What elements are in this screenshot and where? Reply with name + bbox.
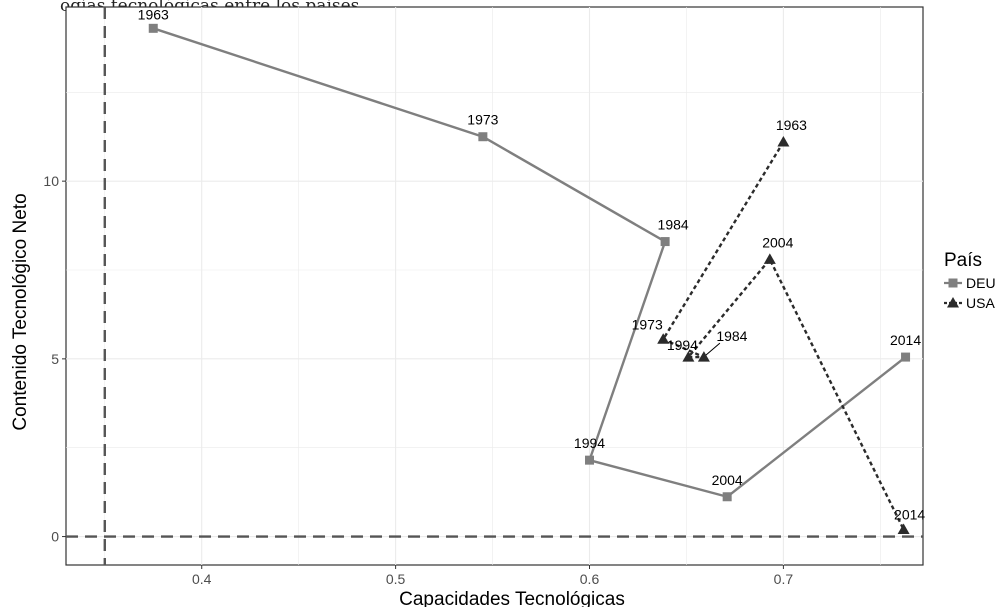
- usa-point-marker: [763, 253, 776, 264]
- usa-point-label: 1973: [632, 316, 663, 332]
- x-tick-label: 0.5: [386, 571, 406, 587]
- legend-deu-marker: [948, 278, 958, 288]
- y-axis-title: Contenido Tecnológico Neto: [10, 193, 31, 430]
- deu-point-label: 2004: [712, 472, 743, 488]
- deu-series-line: [152, 27, 907, 498]
- plot-panel: [65, 6, 924, 566]
- deu-point-marker: [585, 455, 595, 465]
- usa-point-marker: [777, 136, 790, 147]
- usa-point-label: 1984: [716, 328, 747, 344]
- deu-point-marker: [148, 23, 158, 33]
- usa-point-marker: [897, 523, 910, 534]
- y-tick-label: 0: [51, 529, 59, 545]
- deu-point-marker: [478, 132, 488, 142]
- usa-point-label: 2004: [762, 234, 793, 250]
- deu-point-marker: [722, 492, 732, 502]
- x-tick-label: 0.7: [774, 571, 794, 587]
- deu-point-label: 1984: [658, 217, 689, 233]
- usa-point-label: 1994: [667, 337, 698, 353]
- reference-lines: [66, 7, 923, 565]
- deu-point-label: 1963: [138, 6, 169, 22]
- series-layer: [148, 23, 911, 534]
- usa-point-marker: [682, 351, 695, 362]
- usa-point-label: 1963: [776, 117, 807, 133]
- x-axis-ticks: 0.4 0.5 0.6 0.7: [192, 565, 793, 587]
- legend-usa-marker: [947, 297, 959, 308]
- x-axis-title: Capacidades Tecnológicas: [399, 589, 625, 607]
- usa-point-marker: [697, 351, 710, 362]
- y-tick-label: 10: [43, 173, 59, 189]
- usa-point-label: 2014: [894, 506, 925, 522]
- legend: País DEU USA: [944, 250, 996, 311]
- deu-point-label: 1994: [574, 435, 605, 451]
- deu-point-label: 2014: [890, 332, 921, 348]
- usa-series-line: [661, 141, 905, 530]
- usa-1984-leader-line: [705, 342, 721, 356]
- deu-point-marker: [660, 237, 670, 247]
- y-tick-label: 5: [51, 351, 59, 367]
- y-axis-ticks: 0 5 10: [43, 173, 66, 545]
- legend-title: País: [944, 250, 982, 271]
- x-tick-label: 0.4: [192, 571, 212, 587]
- deu-point-label: 1973: [467, 112, 498, 128]
- deu-point-marker: [901, 352, 911, 362]
- legend-usa-label: USA: [966, 295, 995, 311]
- usa-point-marker: [657, 333, 670, 344]
- x-tick-label: 0.6: [580, 571, 600, 587]
- point-labels: 1963 1973 1984 1994 2004 2014 1963 1973 1984 1994…: [138, 6, 926, 522]
- legend-deu-label: DEU: [966, 275, 996, 291]
